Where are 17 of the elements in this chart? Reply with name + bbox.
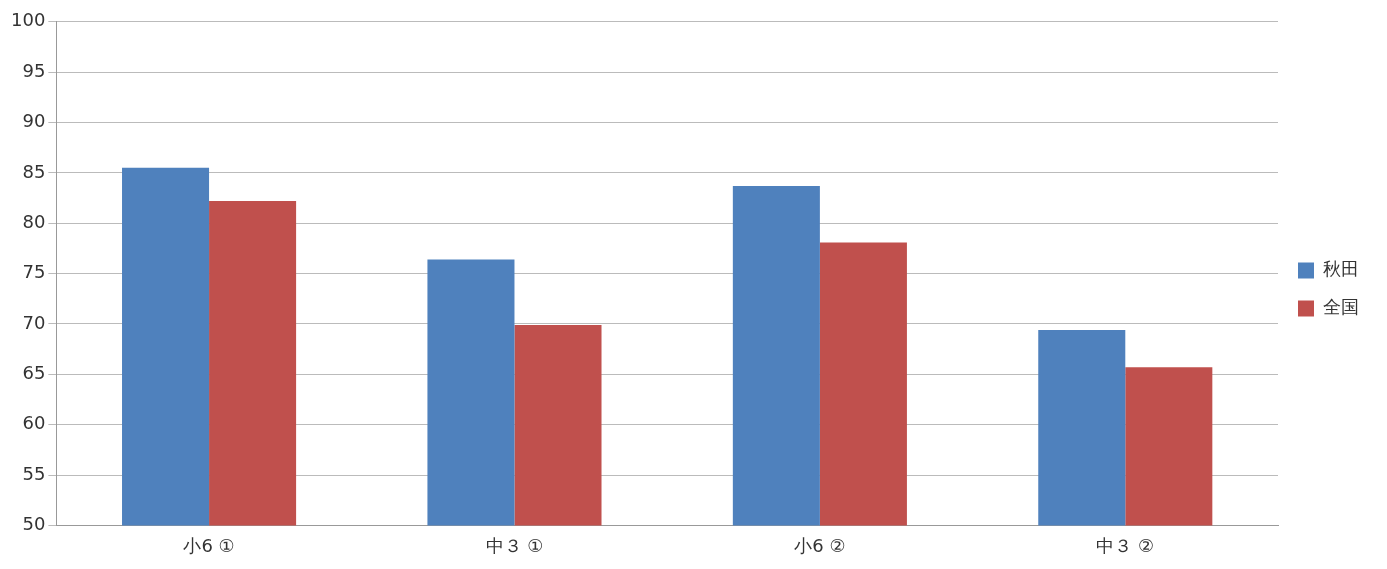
legend-label: 秋田: [1323, 258, 1359, 280]
x-tick-label: 中３ ①: [485, 534, 544, 556]
x-tick-label: 小6 ②: [794, 534, 846, 556]
y-tick-label: 70: [22, 311, 46, 333]
y-tick-label: 90: [22, 110, 46, 132]
y-tick-label: 65: [22, 361, 46, 383]
y-tick-label: 75: [22, 261, 46, 283]
y-tick-label: 100: [11, 9, 46, 31]
y-tick-label: 60: [22, 412, 46, 434]
y-tick-label: 95: [22, 59, 46, 81]
y-tick-label: 55: [22, 462, 46, 484]
y-tick-label: 85: [22, 160, 46, 182]
y-tick-label: 80: [22, 210, 46, 232]
y-tick-label: 50: [22, 513, 46, 535]
x-tick-label: 中３ ②: [1096, 534, 1155, 556]
legend-label: 全国: [1323, 296, 1359, 318]
x-tick-label: 小6 ①: [183, 534, 235, 556]
